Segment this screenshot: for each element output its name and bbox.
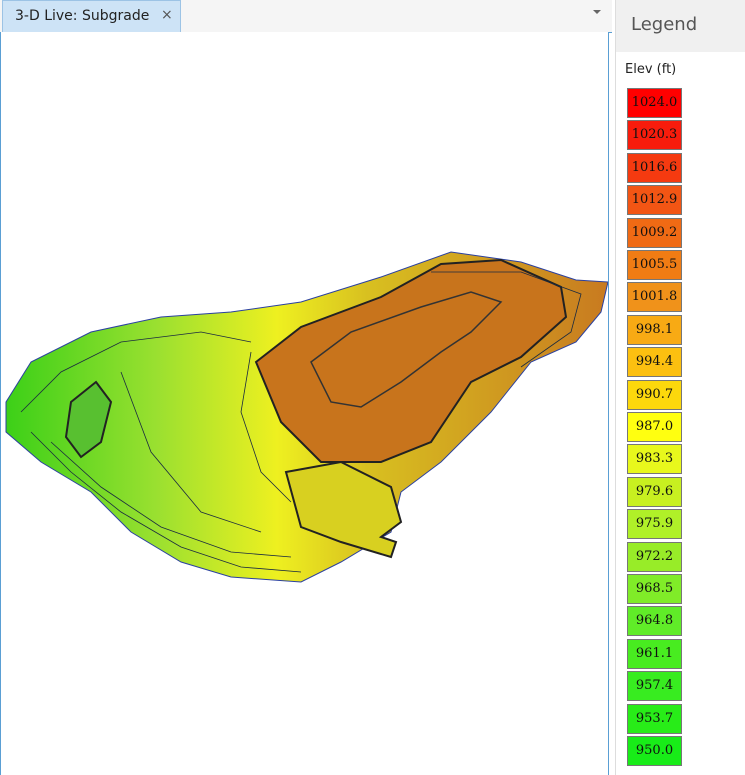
pond <box>64 380 113 459</box>
legend-swatch: 1009.2 <box>627 217 682 248</box>
legend-swatch: 953.7 <box>627 703 682 734</box>
lower-pad <box>284 460 403 559</box>
legend-label: Elev (ft) <box>625 62 677 77</box>
legend-swatch: 1016.6 <box>627 152 682 183</box>
legend-swatch: 957.4 <box>627 671 682 702</box>
building <box>310 291 503 408</box>
legend-swatch: 950.0 <box>627 736 682 766</box>
legend-swatch: 1020.3 <box>627 120 682 151</box>
legend-swatch: 972.2 <box>627 541 682 572</box>
legend-swatch: 961.1 <box>627 638 682 669</box>
legend-swatch: 987.0 <box>627 412 682 442</box>
3d-view[interactable] <box>0 32 609 775</box>
legend-panel: Legend Elev (ft) 1024.0 1020.3 1016.6 1012.… <box>615 0 745 775</box>
legend-swatch: 983.3 <box>627 444 682 475</box>
legend-swatch: 994.4 <box>627 347 682 378</box>
legend-swatch: 975.9 <box>627 509 682 540</box>
close-button[interactable]: × <box>161 7 173 23</box>
tab-title[interactable]: 3-D Live: Subgrade <box>15 8 150 24</box>
terrain <box>5 251 608 583</box>
legend-swatch: 1005.5 <box>627 250 682 280</box>
tab[interactable]: 3-D Live: Subgrade × <box>2 0 181 32</box>
legend-swatch: 964.8 <box>627 606 682 637</box>
legend-swatch: 968.5 <box>627 574 682 604</box>
legend-swatch: 1012.9 <box>627 185 682 216</box>
legend-swatch: 1024.0 <box>627 88 682 118</box>
contours <box>20 271 582 573</box>
dropdown-arrow[interactable] <box>593 10 601 14</box>
pad <box>254 258 568 463</box>
legend-swatch: 979.6 <box>627 476 682 507</box>
legend-swatch: 998.1 <box>627 314 682 345</box>
legend-header: Legend <box>616 0 745 52</box>
legend-title: Legend <box>631 14 698 35</box>
legend-swatch: 990.7 <box>627 379 682 410</box>
legend-swatch: 1001.8 <box>627 282 682 313</box>
tab-bar: 3-D Live: Subgrade × <box>0 0 612 33</box>
